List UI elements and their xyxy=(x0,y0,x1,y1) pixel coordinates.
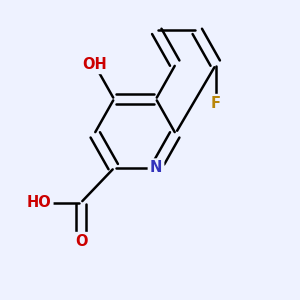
Text: OH: OH xyxy=(82,57,107,72)
Text: F: F xyxy=(211,96,221,111)
Text: O: O xyxy=(75,234,87,249)
Text: N: N xyxy=(150,160,162,175)
Text: HO: HO xyxy=(27,195,51,210)
